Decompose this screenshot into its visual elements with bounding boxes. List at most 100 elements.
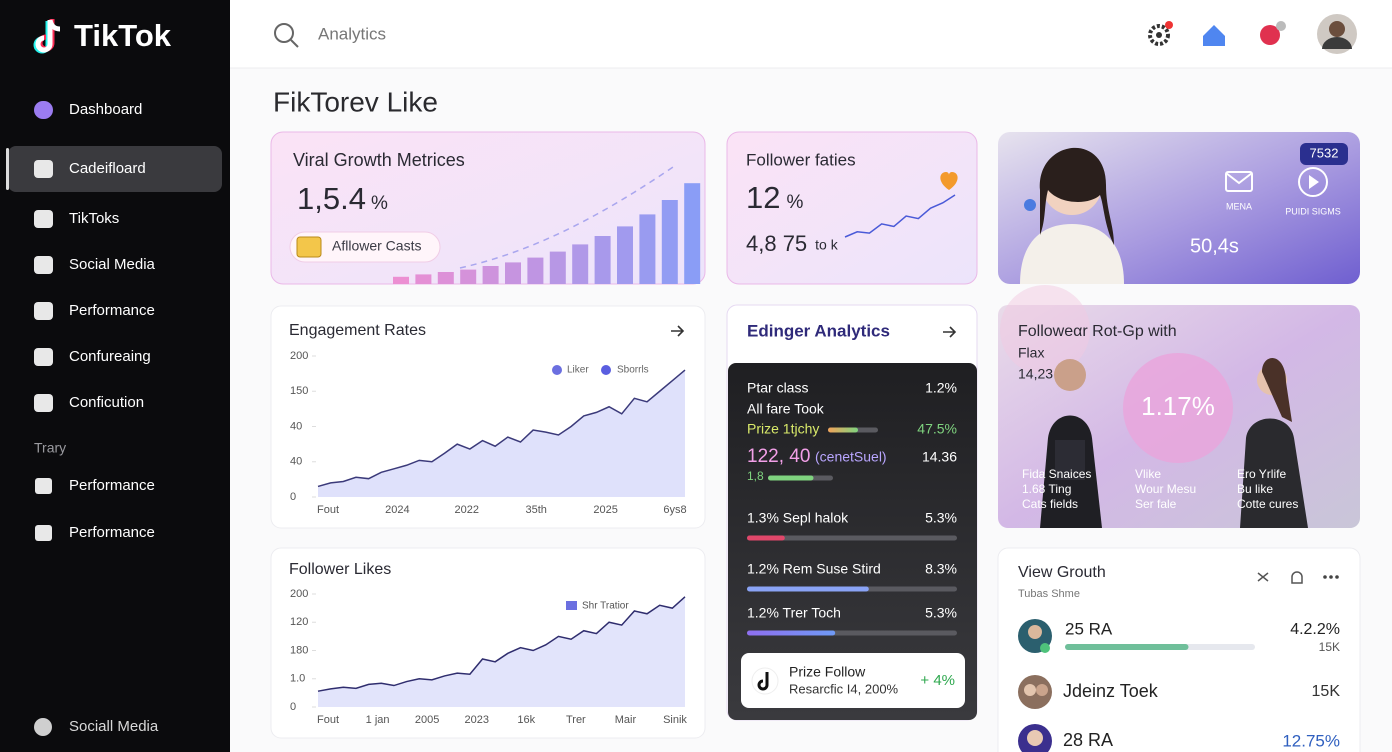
settings-icon — [1165, 21, 1173, 29]
legend-label: Shr Tratior — [582, 601, 629, 612]
nav-item[interactable]: Conficution — [69, 394, 144, 411]
label: Prize 1tjchy — [747, 421, 819, 437]
x-tick-label: 16k — [517, 714, 535, 726]
card-sub: Tubas Shme — [1018, 588, 1080, 600]
label: 15K — [1319, 640, 1340, 654]
label: 1.2% Rem Suse Stird — [747, 561, 881, 577]
legend-dot — [552, 365, 562, 375]
search-icon — [274, 23, 299, 48]
progress-bar — [1065, 644, 1189, 650]
y-tick-label: 200 — [290, 588, 308, 600]
bar — [684, 183, 701, 284]
home-icon[interactable] — [1203, 25, 1225, 46]
metric-value: 1,5.4 — [297, 181, 366, 216]
legend-dot — [601, 365, 611, 375]
nav-icon — [35, 478, 52, 494]
badge-icon — [296, 236, 322, 258]
label: 1.2% Trer Toch — [747, 605, 841, 621]
active-nav — [8, 146, 222, 192]
search-icon — [274, 23, 294, 43]
caption: Ser fale — [1135, 497, 1177, 511]
dashboard — [757, 672, 769, 691]
heart-icon — [940, 172, 958, 190]
area — [318, 370, 685, 497]
badge — [289, 231, 441, 263]
y-tick-label: 120 — [290, 616, 308, 628]
label: 12.75% — [1282, 731, 1340, 750]
area — [318, 596, 685, 707]
progress-bar — [747, 586, 869, 592]
nav-icon — [34, 718, 52, 736]
views-actions — [1257, 572, 1269, 582]
more-icon — [1323, 575, 1327, 579]
views-card — [997, 547, 1361, 752]
card-title: Engagement Rates — [289, 322, 426, 339]
y-tick-label: 40 — [290, 456, 302, 468]
x-tick-label: 2025 — [593, 504, 617, 516]
settings-icon[interactable] — [1148, 21, 1173, 46]
nav-item[interactable]: Sociall Media — [69, 718, 159, 735]
bar — [437, 272, 454, 284]
legend-swatch — [566, 601, 577, 610]
dashboard — [1309, 175, 1319, 189]
hero-value: 50,4s — [1190, 235, 1239, 257]
arrow-icon[interactable] — [943, 326, 957, 338]
x-tick-label: 1 jan — [366, 714, 390, 726]
caption: 1.68 Ting — [1022, 482, 1071, 496]
hero-person — [1020, 147, 1124, 284]
promo-person-left — [1040, 359, 1102, 528]
nav-item[interactable]: Confureaing — [69, 348, 151, 365]
views-avatars — [1036, 684, 1048, 696]
bar — [460, 269, 477, 284]
icon-caption: MENA — [1226, 201, 1252, 211]
nav-item[interactable]: Social Media — [69, 256, 156, 273]
nav-item[interactable]: TikToks — [69, 210, 119, 227]
page-title: FikTorev Like — [273, 86, 438, 117]
label: All fare Took — [747, 401, 825, 417]
dashboard — [1225, 172, 1253, 185]
search-icon — [290, 39, 299, 48]
arrow-icon[interactable] — [671, 325, 685, 337]
hero-person — [1024, 199, 1036, 211]
nav-item[interactable]: Cadeifloard — [69, 160, 146, 177]
views-actions — [1291, 571, 1303, 584]
x-tick-label: 35th — [525, 504, 546, 516]
promo-person-right — [1262, 358, 1292, 422]
footer-title: Prize Follow — [789, 664, 866, 680]
promo-person-left — [1055, 440, 1085, 480]
alert-icon[interactable] — [1260, 21, 1286, 45]
trend-arrow — [459, 164, 677, 269]
y-tick-label: 180 — [290, 644, 308, 656]
more-icon — [1323, 575, 1339, 579]
bar — [661, 200, 678, 284]
card-title: Follower Likes — [289, 561, 391, 578]
nav-item[interactable]: Dashboard — [69, 101, 142, 118]
views-avatars — [1028, 625, 1042, 639]
nav-icon — [34, 348, 53, 366]
y-tick-label: 0 — [290, 701, 296, 713]
nav-item[interactable]: Performance — [69, 524, 155, 541]
avatar — [1322, 37, 1352, 49]
promo-bubble — [1123, 353, 1233, 463]
logo-icon — [33, 19, 61, 54]
label: 28 RA — [1063, 730, 1113, 750]
x-tick-label: 2005 — [415, 714, 439, 726]
metric-sub: 4,8 75 — [746, 231, 807, 256]
hero-badge: 7532 — [1310, 145, 1339, 160]
nav-item[interactable]: Performance — [69, 302, 155, 319]
views-avatars — [1040, 643, 1050, 653]
avatar — [1329, 21, 1345, 37]
alert-icon — [1276, 21, 1286, 31]
label: Flax — [1018, 345, 1044, 361]
footer-sub: Resarcfic I4, 200% — [789, 681, 899, 696]
label: 15K — [1312, 683, 1341, 700]
caption: Vlike — [1135, 467, 1161, 481]
nav-item[interactable]: Performance — [69, 477, 155, 494]
avatar[interactable] — [1317, 14, 1357, 54]
x-tick-label: Mair — [615, 714, 637, 726]
search-input[interactable]: Analytics — [318, 24, 386, 43]
nav-section: Trary — [34, 440, 66, 456]
y-tick-label: 150 — [290, 385, 308, 397]
editor-footer — [741, 653, 965, 708]
nav-icon — [34, 394, 53, 412]
